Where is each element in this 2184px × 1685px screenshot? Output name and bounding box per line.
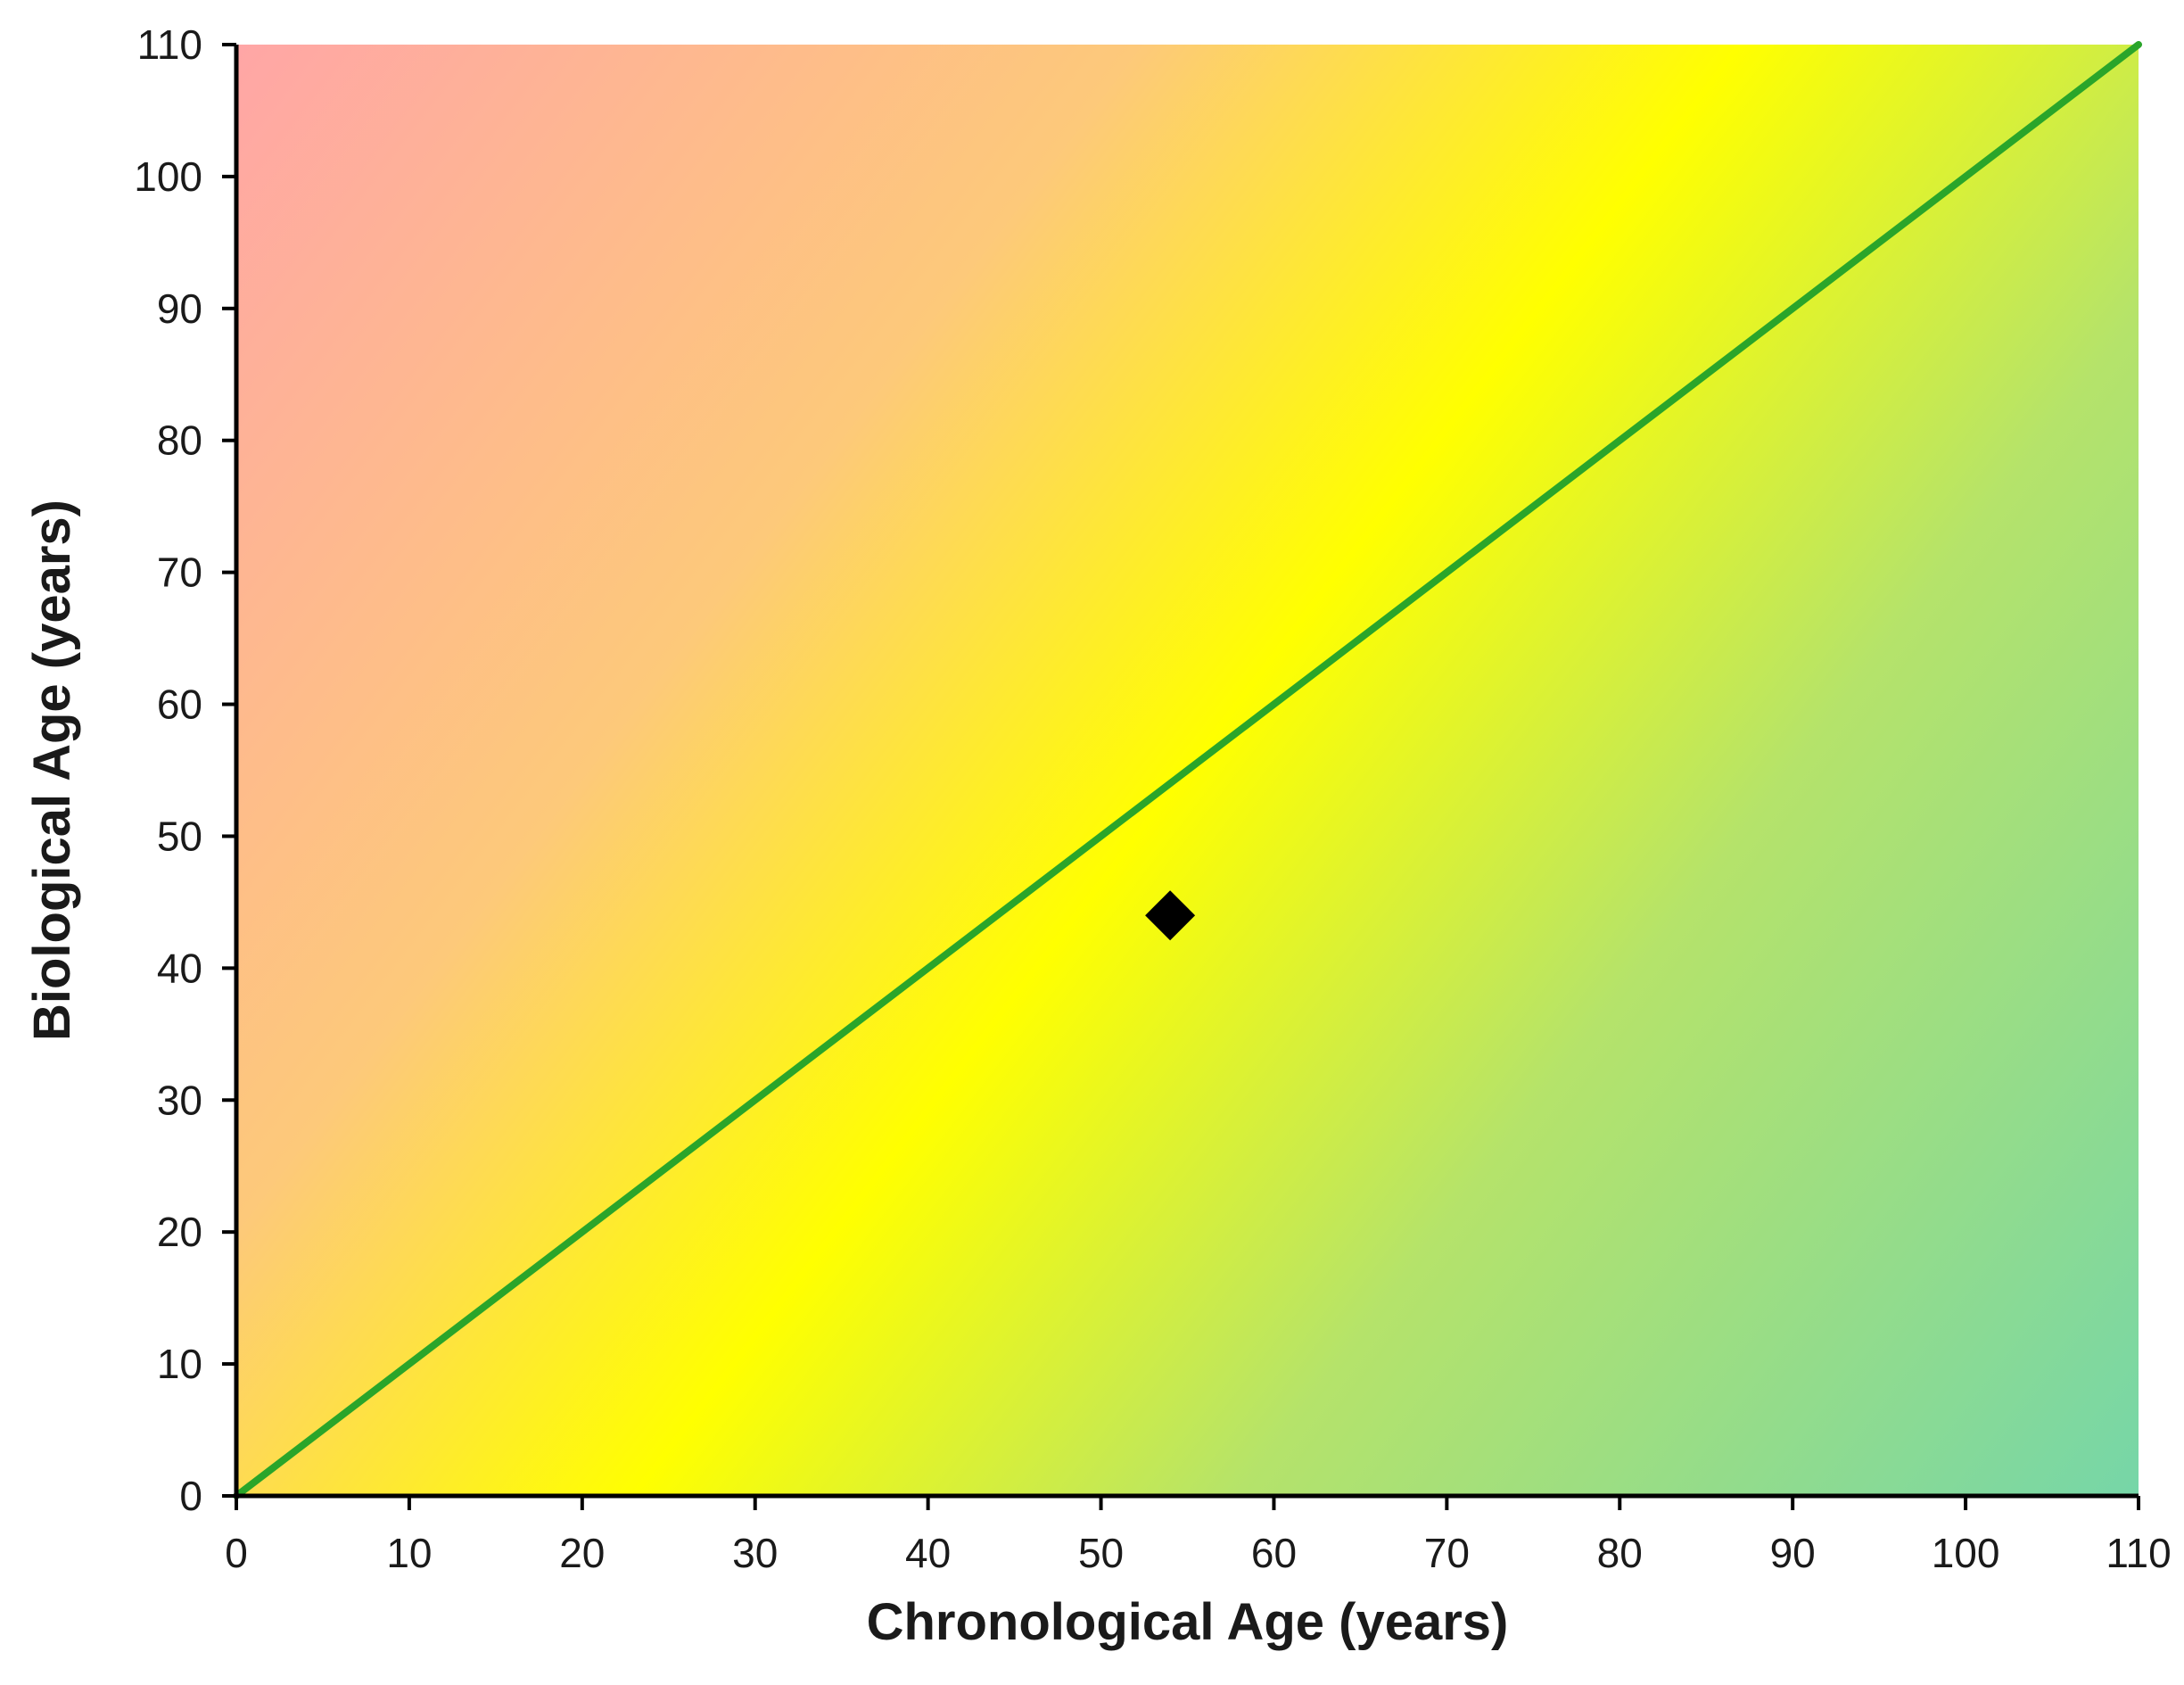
y-tick-label: 110 [137,21,202,68]
x-tick-label: 40 [905,1530,951,1576]
x-tick-label: 10 [386,1530,432,1576]
x-tick-label: 110 [2106,1530,2171,1576]
y-tick-label: 70 [157,549,202,596]
y-axis-title: Biological Age (years) [23,500,81,1041]
y-tick-label: 30 [157,1077,202,1123]
y-tick-label: 40 [157,945,202,991]
x-tick-label: 90 [1770,1530,1816,1576]
x-tick-label: 20 [559,1530,605,1576]
y-tick-label: 100 [134,153,202,200]
y-tick-label: 60 [157,681,202,728]
x-tick-label: 70 [1424,1530,1470,1576]
y-tick-label: 20 [157,1209,202,1255]
y-tick-label: 90 [157,285,202,332]
x-axis-title: Chronological Age (years) [867,1593,1509,1651]
data-point [1145,890,1196,941]
x-tick-label: 100 [1932,1530,2000,1576]
reference-line [233,41,2142,1499]
x-tick-label: 60 [1251,1530,1297,1576]
y-tick-label: 50 [157,813,202,859]
x-tick-label: 30 [732,1530,778,1576]
y-tick-label: 80 [157,417,202,464]
x-tick-label: 50 [1078,1530,1124,1576]
y-tick-label: 10 [157,1341,202,1387]
y-tick-label: 0 [179,1473,202,1519]
x-tick-label: 80 [1597,1530,1643,1576]
x-tick-label: 0 [225,1530,248,1576]
